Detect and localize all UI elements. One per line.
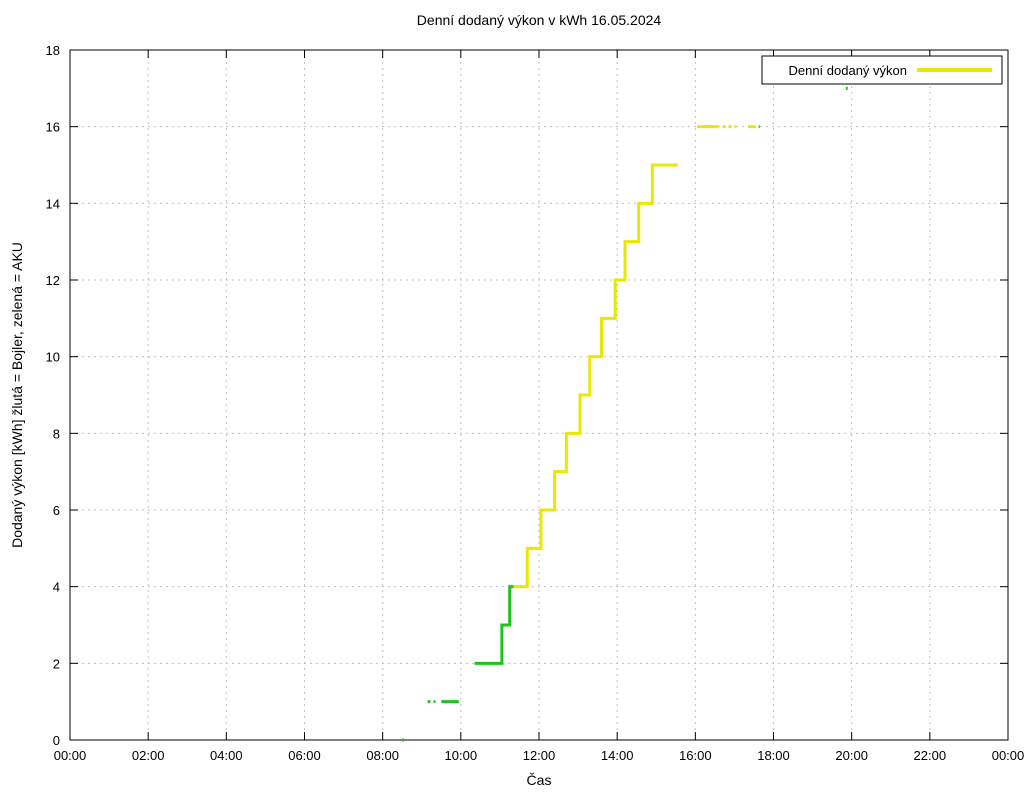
grid <box>70 50 1008 740</box>
series-green-aku <box>402 88 848 740</box>
x-tick-label: 22:00 <box>914 748 947 763</box>
y-tick-label: 16 <box>46 120 60 135</box>
x-tick-label: 00:00 <box>992 748 1024 763</box>
y-tick-label: 8 <box>53 426 60 441</box>
chart-title: Denní dodaný výkon v kWh 16.05.2024 <box>417 12 662 28</box>
x-tick-label: 04:00 <box>210 748 243 763</box>
legend-label: Denní dodaný výkon <box>788 63 907 78</box>
y-tick-label: 14 <box>46 196 60 211</box>
x-tick-label: 14:00 <box>601 748 634 763</box>
x-tick-label: 12:00 <box>523 748 556 763</box>
y-tick-label: 12 <box>46 273 60 288</box>
y-tick-label: 4 <box>53 580 60 595</box>
y-tick-label: 0 <box>53 733 60 748</box>
y-axis-label: Dodaný výkon [kWh] žlutá = Bojler, zelen… <box>9 242 25 548</box>
y-tick-label: 10 <box>46 350 60 365</box>
x-tick-label: 10:00 <box>445 748 478 763</box>
x-tick-label: 02:00 <box>132 748 165 763</box>
x-tick-label: 08:00 <box>366 748 399 763</box>
y-tick-label: 6 <box>53 503 60 518</box>
x-axis-label: Čas <box>527 772 552 788</box>
chart-container: Denní dodaný výkon v kWh 16.05.2024 0 2 4 6 8… <box>0 0 1024 800</box>
y-tick-label: 2 <box>53 656 60 671</box>
x-tick-label: 06:00 <box>288 748 321 763</box>
x-tick-label: 18:00 <box>757 748 790 763</box>
x-tick-label: 20:00 <box>835 748 868 763</box>
x-tick-label: 16:00 <box>679 748 712 763</box>
y-tick-label: 18 <box>46 43 60 58</box>
x-tick-label: 00:00 <box>54 748 87 763</box>
chart-svg: Denní dodaný výkon v kWh 16.05.2024 0 2 4 6 8… <box>0 0 1024 800</box>
